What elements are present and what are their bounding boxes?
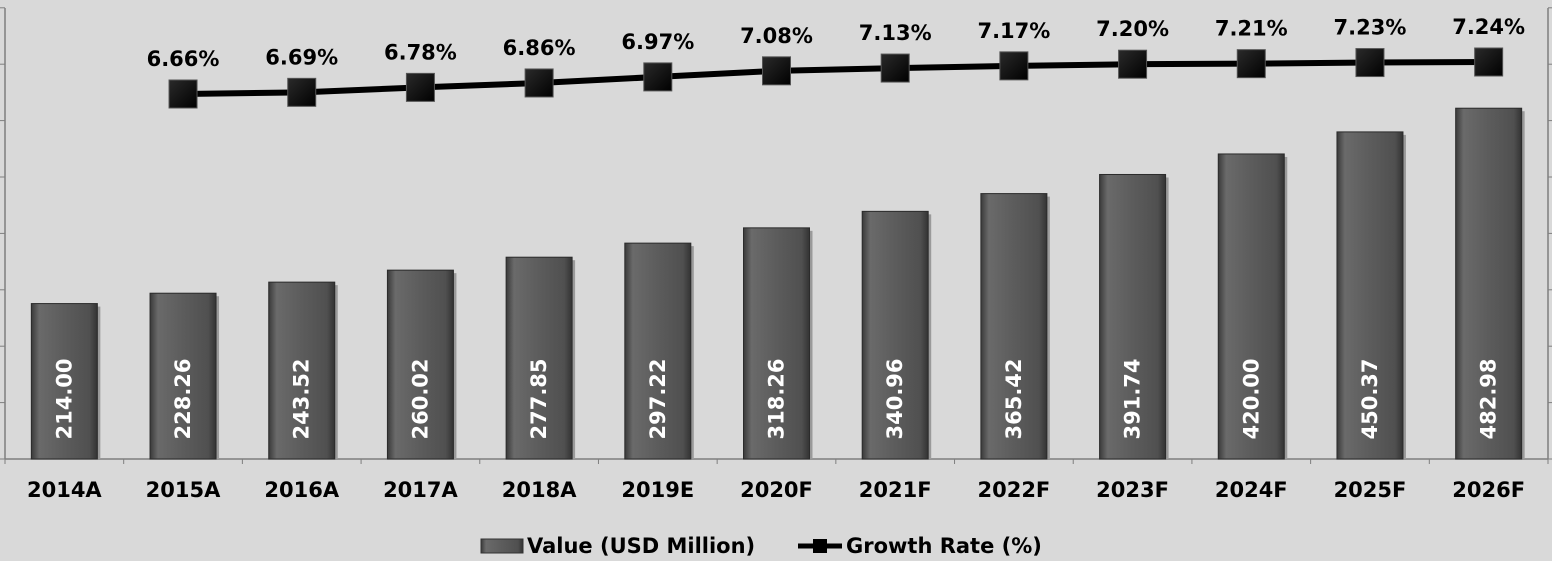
growth-rate-label: 6.86%: [503, 36, 576, 60]
x-tick-label: 2022F: [977, 478, 1050, 502]
growth-rate-label: 7.24%: [1452, 15, 1525, 39]
bar-value-label: 340.96: [883, 358, 907, 439]
bar-2024F: [1217, 153, 1285, 460]
growth-rate-label: 7.20%: [1096, 17, 1169, 41]
growth-marker-2019E: [643, 62, 673, 92]
legend-line-label: Growth Rate (%): [846, 534, 1042, 558]
bar-value-label: 482.98: [1477, 358, 1501, 439]
growth-marker-2018A: [524, 68, 554, 98]
bar-value-label: 260.02: [408, 358, 432, 439]
growth-marker-2020F: [762, 56, 791, 86]
growth-rate-line: [182, 59, 1489, 97]
x-tick-label: 2019E: [621, 478, 694, 502]
bar-value-label: 450.37: [1358, 358, 1382, 439]
bar-2020F: [743, 227, 810, 460]
growth-marker-2021F: [880, 53, 910, 83]
growth-rate-label: 6.69%: [265, 45, 338, 69]
bar-2017A: [386, 269, 454, 460]
bar-value-label: 277.85: [527, 358, 551, 439]
bar-2025F: [1336, 131, 1404, 460]
bar-value-label: 297.22: [646, 358, 670, 439]
bar-value-label: 365.42: [1002, 358, 1026, 439]
bar-value-label: 214.00: [52, 358, 76, 439]
bars-layer: 214.00 228.26 243.52 260.02 277.85 297.22 318.…: [30, 107, 1525, 460]
x-tick-label: 2024F: [1215, 478, 1288, 502]
growth-marker-2016A: [287, 77, 317, 107]
bar-value-label: 318.26: [765, 358, 789, 439]
growth-marker-2023F: [1118, 49, 1148, 79]
growth-marker-2024F: [1236, 49, 1266, 79]
bar-value-label: 243.52: [290, 358, 314, 439]
x-tick-label: 2026F: [1452, 478, 1525, 502]
legend-line-marker-icon: [813, 539, 827, 553]
growth-rate-label: 7.21%: [1215, 17, 1288, 41]
bar-2026F: [1455, 107, 1523, 460]
x-tick-label: 2016A: [264, 478, 339, 502]
growth-marker-2026F: [1474, 47, 1504, 77]
x-tick-label: 2017A: [383, 478, 458, 502]
legend: Value (USD Million) Growth Rate (%): [480, 534, 1042, 558]
bar-2022F: [980, 193, 1048, 460]
legend-bar-label: Value (USD Million): [527, 534, 755, 558]
bar-2014A: [30, 303, 98, 460]
x-tick-labels: 2014A 2015A 2016A 2017A 2018A 2019E 2020F 2021F…: [27, 478, 1525, 502]
growth-rate-label: 7.13%: [859, 21, 932, 45]
bar-2018A: [505, 256, 573, 460]
x-tick-label: 2021F: [859, 478, 932, 502]
bar-2023F: [1099, 173, 1167, 460]
growth-rate-label: 6.78%: [384, 40, 457, 64]
bar-2015A: [149, 292, 217, 460]
bar-2019E: [624, 242, 692, 460]
growth-rate-label: 7.08%: [740, 24, 813, 48]
growth-marker-2015A: [168, 79, 198, 109]
legend-bar-swatch: [480, 538, 524, 554]
x-tick-label: 2025F: [1334, 478, 1407, 502]
bar-2016A: [268, 281, 336, 460]
x-tick-label: 2023F: [1096, 478, 1169, 502]
x-tick-label: 2015A: [146, 478, 221, 502]
bar-value-label: 391.74: [1121, 358, 1145, 439]
growth-rate-label: 6.97%: [621, 30, 694, 54]
growth-rate-label: 7.17%: [977, 19, 1050, 43]
growth-line-layer: 6.66% 6.69% 6.78% 6.86% 6.97% 7.08% 7.13% 7.17%…: [147, 15, 1525, 109]
growth-rate-label: 6.66%: [147, 47, 220, 71]
bar-value-label: 420.00: [1239, 358, 1263, 439]
x-tick-label: 2020F: [740, 478, 813, 502]
bar-2021F: [861, 210, 929, 460]
growth-marker-2022F: [999, 51, 1029, 81]
growth-marker-2017A: [405, 72, 435, 102]
growth-rate-label: 7.23%: [1334, 16, 1407, 40]
x-tick-label: 2018A: [502, 478, 577, 502]
x-tick-label: 2014A: [27, 478, 102, 502]
growth-marker-2025F: [1355, 48, 1385, 78]
bar-value-label: 228.26: [171, 358, 195, 439]
